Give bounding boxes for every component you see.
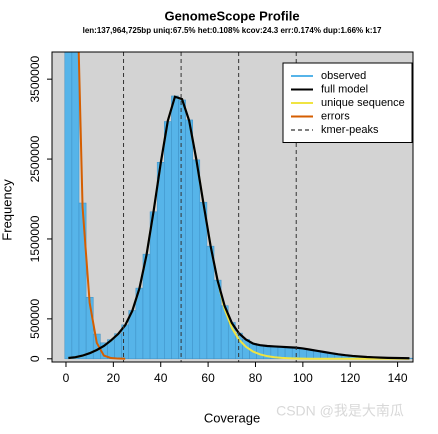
x-tick-label: 100	[293, 371, 313, 385]
y-tick-label: 500000	[28, 299, 42, 339]
x-tick-label: 20	[107, 371, 121, 385]
y-tick-label: 2500000	[28, 135, 42, 182]
x-tick-label: 40	[154, 371, 168, 385]
legend-label: errors	[321, 110, 350, 122]
y-tick-label: 3500000	[28, 55, 42, 102]
bar	[164, 121, 172, 360]
bar	[171, 95, 179, 360]
watermark: CSDN @我是大南瓜	[276, 403, 404, 419]
plot-frame	[51, 51, 414, 363]
y-tick-label: 1500000	[28, 215, 42, 262]
model-line	[77, 52, 126, 360]
legend-label: kmer-peaks	[321, 124, 379, 136]
y-tick-label: 0	[28, 355, 42, 362]
chart-subtitle: len:137,964,725bp uniq:67.5% het:0.108% …	[83, 26, 382, 35]
x-tick-label: 120	[340, 371, 360, 385]
bar	[156, 162, 165, 360]
x-tick-label: 80	[249, 371, 263, 385]
x-axis-label: Coverage	[204, 410, 260, 425]
bar	[185, 119, 193, 360]
bar	[256, 344, 265, 360]
x-tick-label: 0	[63, 371, 70, 385]
x-tick-label: 140	[388, 371, 408, 385]
bar	[284, 346, 293, 360]
bar	[192, 159, 201, 360]
bar	[199, 201, 208, 360]
bar	[71, 52, 80, 360]
bar	[178, 99, 186, 360]
y-axis-label: Frequency	[0, 179, 14, 241]
legend-label: full model	[321, 83, 368, 95]
legend-label: unique sequence	[321, 97, 405, 109]
chart-title: GenomeScope Profile	[164, 8, 299, 23]
bar	[78, 202, 87, 360]
bar	[149, 211, 158, 360]
bar	[64, 52, 73, 360]
x-tick-label: 60	[201, 371, 215, 385]
legend-label: observed	[321, 70, 366, 82]
plot-area	[64, 52, 413, 362]
